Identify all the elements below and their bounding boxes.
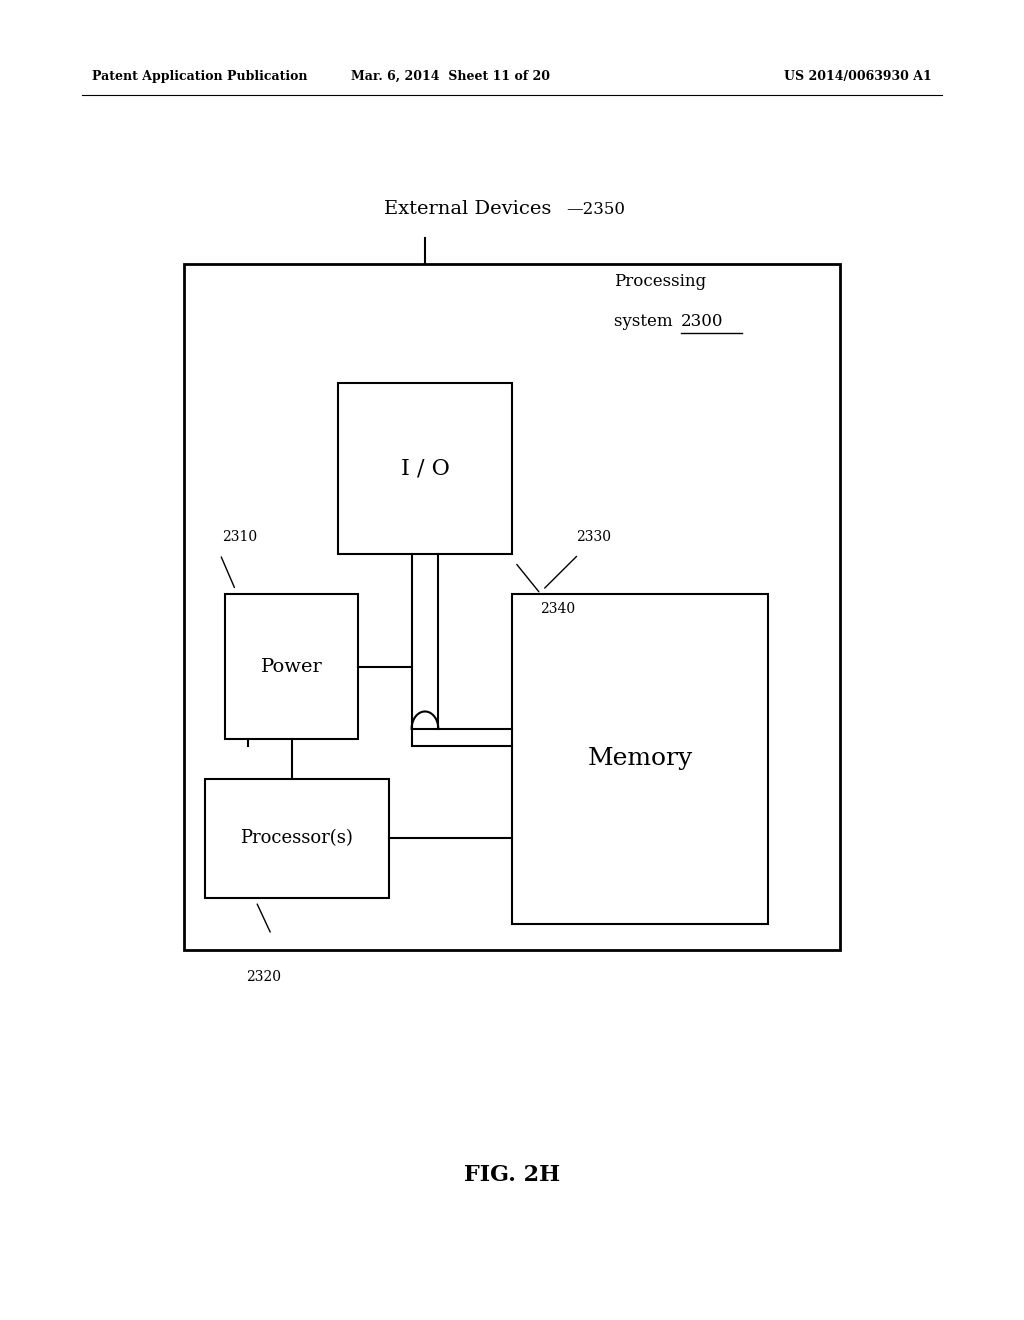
Text: 2310: 2310 xyxy=(222,529,257,544)
Bar xyxy=(512,594,768,924)
Text: Mar. 6, 2014  Sheet 11 of 20: Mar. 6, 2014 Sheet 11 of 20 xyxy=(351,70,550,83)
Text: 2300: 2300 xyxy=(681,313,724,330)
Bar xyxy=(225,594,358,739)
Text: Patent Application Publication: Patent Application Publication xyxy=(92,70,307,83)
Text: Processor(s): Processor(s) xyxy=(241,829,353,847)
Text: system: system xyxy=(614,313,678,330)
Text: US 2014/0063930 A1: US 2014/0063930 A1 xyxy=(784,70,932,83)
Text: 2330: 2330 xyxy=(577,529,611,544)
Bar xyxy=(338,383,512,554)
Text: Memory: Memory xyxy=(588,747,692,771)
Text: Power: Power xyxy=(261,657,323,676)
Text: 2320: 2320 xyxy=(246,970,281,985)
Text: External Devices: External Devices xyxy=(384,199,551,218)
Bar xyxy=(205,779,389,898)
Text: Processing: Processing xyxy=(614,273,707,290)
Text: FIG. 2H: FIG. 2H xyxy=(464,1164,560,1185)
Bar xyxy=(184,264,840,950)
Text: I / O: I / O xyxy=(400,458,450,479)
Text: 2340: 2340 xyxy=(540,602,574,616)
Text: —2350: —2350 xyxy=(566,201,626,218)
